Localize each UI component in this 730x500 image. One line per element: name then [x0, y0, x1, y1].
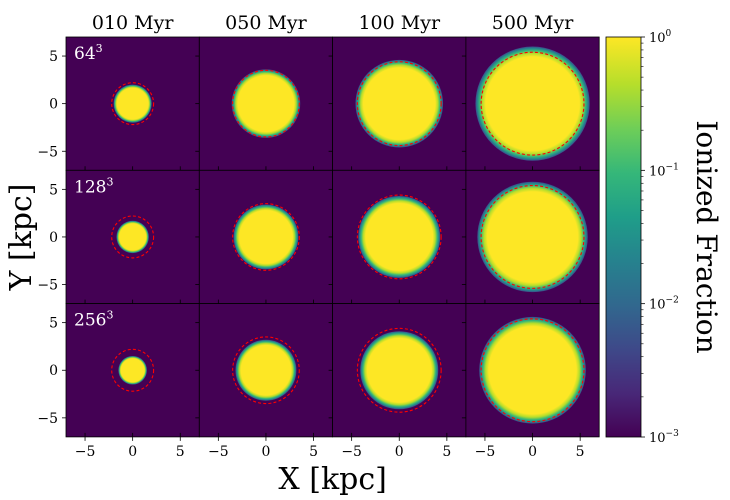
panel-r0-c0: −5 0 5 643: [37, 36, 200, 171]
x-tick-label: 0: [395, 444, 404, 460]
y-tick-label: 5: [49, 316, 58, 332]
panel-r2-c1: −5 0 5: [195, 303, 334, 460]
resolution-label: 2563: [74, 309, 113, 331]
analytic-radius-circle: [232, 203, 300, 271]
ionized-region: [235, 339, 297, 401]
ionized-region: [116, 220, 149, 254]
column-title-0: 010 Myr: [92, 12, 174, 34]
x-tick-label: −5: [208, 444, 229, 460]
analytic-radius-circle: [480, 184, 585, 289]
panel-r1-c3: [461, 169, 600, 305]
colorbar-label: Ionized Fraction: [690, 120, 723, 353]
x-tick-label: −5: [475, 444, 496, 460]
panel-grid: −5 0 5 643 −5 0 5 1283 −5 0 5 2563 −5 0 5 −5 0 5 −5 0 5 −5 0 5: [37, 36, 600, 460]
analytic-radius-circle: [232, 69, 300, 138]
x-tick-label: 0: [528, 444, 537, 460]
column-titles: 010 Myr 050 Myr 100 Myr 500 Myr: [92, 12, 574, 34]
panel-r2-c0: −5 0 5 2563 −5 0 5: [37, 303, 200, 460]
resolution-label: 1283: [74, 175, 113, 197]
y-tick-label: −5: [37, 278, 58, 294]
analytic-radius-circle: [111, 82, 155, 126]
analytic-radius-circle: [232, 336, 300, 405]
y-tick-label: 5: [49, 49, 58, 65]
y-tick-label: 5: [49, 182, 58, 198]
analytic-radius-circle: [356, 194, 442, 280]
x-tick-label: −5: [341, 444, 362, 460]
y-tick-label: 0: [49, 363, 58, 379]
column-title-3: 500 Myr: [492, 12, 574, 34]
axis-labels: X [kpc] Y [kpc]: [4, 183, 387, 497]
ionized-region: [479, 316, 586, 424]
ionized-region: [475, 46, 590, 161]
x-tick-label: 5: [176, 444, 185, 460]
y-tick-label: −5: [37, 411, 58, 427]
analytic-radius-circle: [356, 327, 442, 413]
panel-r1-c2: [328, 169, 467, 305]
column-title-1: 050 Myr: [225, 12, 307, 34]
ionized-region: [233, 204, 299, 270]
panel-r0-c1: [195, 36, 334, 171]
colorbar-tick-label: 100: [649, 29, 672, 46]
panel-r2-c2: −5 0 5: [328, 303, 467, 460]
y-axis-label: Y [kpc]: [4, 183, 39, 291]
analytic-radius-circle: [111, 348, 155, 392]
panel-r2-c3: −5 0 5: [461, 303, 600, 460]
resolution-label: 643: [74, 42, 103, 64]
panel-r0-c3: [461, 36, 600, 171]
column-title-2: 100 Myr: [358, 12, 440, 34]
analytic-radius-circle: [356, 61, 442, 147]
analytic-radius-circle: [111, 215, 155, 259]
colorbar-tick-label: 10−2: [649, 296, 679, 313]
colorbar-tick-label: 10−3: [649, 429, 679, 446]
ionized-region: [113, 84, 152, 123]
analytic-radius-circle: [480, 51, 585, 156]
ionized-region: [231, 69, 301, 138]
ionized-region: [118, 355, 147, 385]
x-axis-label: X [kpc]: [278, 462, 387, 497]
x-tick-label: 0: [128, 444, 137, 460]
panel-r1-c1: [195, 169, 334, 305]
panel-r1-c0: −5 0 5 1283: [37, 169, 200, 305]
ionized-region: [477, 181, 588, 293]
x-tick-label: 5: [309, 444, 318, 460]
ionized-region: [358, 196, 441, 278]
x-tick-label: −5: [75, 444, 96, 460]
x-tick-label: 5: [442, 444, 451, 460]
analytic-radius-circle: [480, 318, 585, 423]
x-tick-label: 5: [576, 444, 585, 460]
ionized-region: [355, 59, 444, 148]
colorbar-gradient: [605, 36, 642, 438]
panel-r0-c2: [328, 36, 467, 171]
y-tick-label: −5: [37, 144, 58, 160]
y-tick-label: 0: [49, 97, 58, 113]
y-tick-label: 0: [49, 230, 58, 246]
colorbar-tick-label: 10−1: [649, 162, 679, 179]
colorbar: 100 10−1 10−2 10−3 Ionized Fraction: [605, 29, 723, 446]
x-tick-label: 0: [261, 444, 270, 460]
ionized-region: [360, 331, 439, 410]
